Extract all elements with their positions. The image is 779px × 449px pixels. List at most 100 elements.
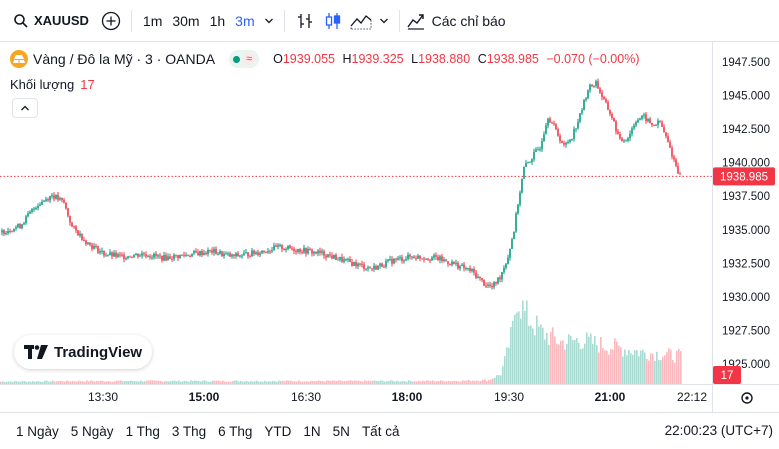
volume-bar <box>134 381 136 384</box>
volume-bar <box>176 381 178 384</box>
candle-body <box>7 230 9 234</box>
candle-body <box>591 84 593 87</box>
range-1-day[interactable]: 1 Ngày <box>16 423 59 439</box>
compare-symbol-button[interactable] <box>97 7 125 35</box>
volume-bar <box>344 381 346 384</box>
clock-timezone[interactable]: 22:00:23 (UTC+7) <box>664 423 773 438</box>
last-price-badge <box>713 167 775 186</box>
volume-bar <box>226 381 228 384</box>
candle-chart-type-button[interactable] <box>319 7 347 35</box>
volume-bar <box>10 381 12 384</box>
candle-body <box>463 264 465 269</box>
candle-body <box>135 253 137 256</box>
y-tick-label: 1932.500 <box>722 258 770 270</box>
candle-body <box>409 254 411 257</box>
last-volume-badge <box>713 366 741 384</box>
volume-bar <box>32 381 34 384</box>
candle-body <box>301 252 303 254</box>
candle-body <box>361 263 363 265</box>
volume-bar <box>72 380 74 384</box>
candle-body <box>195 251 197 253</box>
candle-body <box>667 136 669 142</box>
candle-body <box>85 240 87 245</box>
toolbar-separator <box>398 9 400 32</box>
volume-bar <box>552 327 554 384</box>
candle-body <box>277 245 279 247</box>
volume-bar <box>336 381 338 384</box>
volume-bar <box>216 380 218 384</box>
range-1-year[interactable]: 1N <box>303 423 321 439</box>
chevron-down-icon[interactable] <box>379 16 389 26</box>
range-5-years[interactable]: 5N <box>332 423 350 439</box>
candle-body <box>5 233 7 235</box>
price-chart[interactable]: 1947.500 1945.000 1942.500 1940.000 1937.500… <box>0 42 779 412</box>
y-tick-label: 1940.000 <box>722 158 770 170</box>
settings-gear-icon[interactable] <box>741 392 753 404</box>
legend-collapse-button[interactable] <box>12 98 38 118</box>
range-5-days[interactable]: 5 Ngày <box>70 423 114 439</box>
volume-bar <box>180 381 182 384</box>
volume-bar <box>362 381 364 384</box>
candle-body <box>121 254 123 256</box>
tradingview-logo[interactable]: TradingView <box>14 335 153 369</box>
candle-body <box>57 194 59 200</box>
volume-bar <box>656 351 658 384</box>
volume-bar <box>390 380 392 384</box>
candle-body <box>155 253 157 256</box>
candle-body <box>33 208 35 210</box>
candle-body <box>403 260 405 262</box>
volume-bar <box>574 340 576 384</box>
candle-body <box>357 263 359 267</box>
range-3-months[interactable]: 3 Thg <box>171 423 207 439</box>
candle-body <box>47 199 49 201</box>
candle-body <box>225 253 227 255</box>
volume-bar <box>60 380 62 384</box>
range-ytd[interactable]: YTD <box>264 423 292 439</box>
volume-value: 17 <box>80 77 95 92</box>
candle-body <box>477 276 479 278</box>
volume-bar <box>532 328 534 384</box>
candle-body <box>453 261 455 264</box>
bar-chart-type-button[interactable] <box>291 7 319 35</box>
volume-bar <box>526 300 528 384</box>
range-1-month[interactable]: 1 Thg <box>125 423 160 439</box>
market-status-badge[interactable]: ≈ <box>229 50 260 68</box>
area-chart-type-button[interactable] <box>347 7 375 35</box>
range-all[interactable]: Tất cả <box>361 423 400 439</box>
candle-body <box>49 195 51 201</box>
candle-body <box>599 88 601 93</box>
volume-bar <box>46 380 48 384</box>
candle-body <box>127 256 129 259</box>
chevron-down-icon[interactable] <box>264 16 274 26</box>
candle-body <box>199 250 201 256</box>
candle-body <box>669 141 671 148</box>
symbol-search-button[interactable]: XAUUSD <box>8 7 95 35</box>
volume-bar <box>404 381 406 384</box>
candle-body <box>53 195 55 199</box>
timeframe-30m[interactable]: 30m <box>172 12 200 29</box>
volume-bar <box>494 377 496 384</box>
candle-body <box>561 141 563 143</box>
candle-body <box>59 198 61 200</box>
timeframe-1m[interactable]: 1m <box>142 12 163 29</box>
indicators-button[interactable]: Các chỉ báo <box>406 11 506 31</box>
volume-bar <box>132 381 134 384</box>
volume-bar <box>56 381 58 384</box>
candle-body <box>619 133 621 139</box>
volume-bar <box>342 381 344 384</box>
candle-body <box>509 248 511 258</box>
candle-body <box>3 230 5 235</box>
timeframe-3m[interactable]: 3m <box>235 12 255 29</box>
range-6-months[interactable]: 6 Thg <box>218 423 253 439</box>
volume-bar <box>186 381 188 384</box>
candle-body <box>497 277 499 284</box>
volume-bar <box>616 341 618 384</box>
volume-bar <box>522 300 524 384</box>
timeframe-1h[interactable]: 1h <box>209 12 226 29</box>
volume-bar <box>556 343 558 384</box>
candle-body <box>81 233 83 241</box>
candle-body <box>263 250 265 252</box>
candle-body <box>91 244 93 249</box>
candle-body <box>293 248 295 251</box>
toolbar-separator <box>283 9 285 32</box>
